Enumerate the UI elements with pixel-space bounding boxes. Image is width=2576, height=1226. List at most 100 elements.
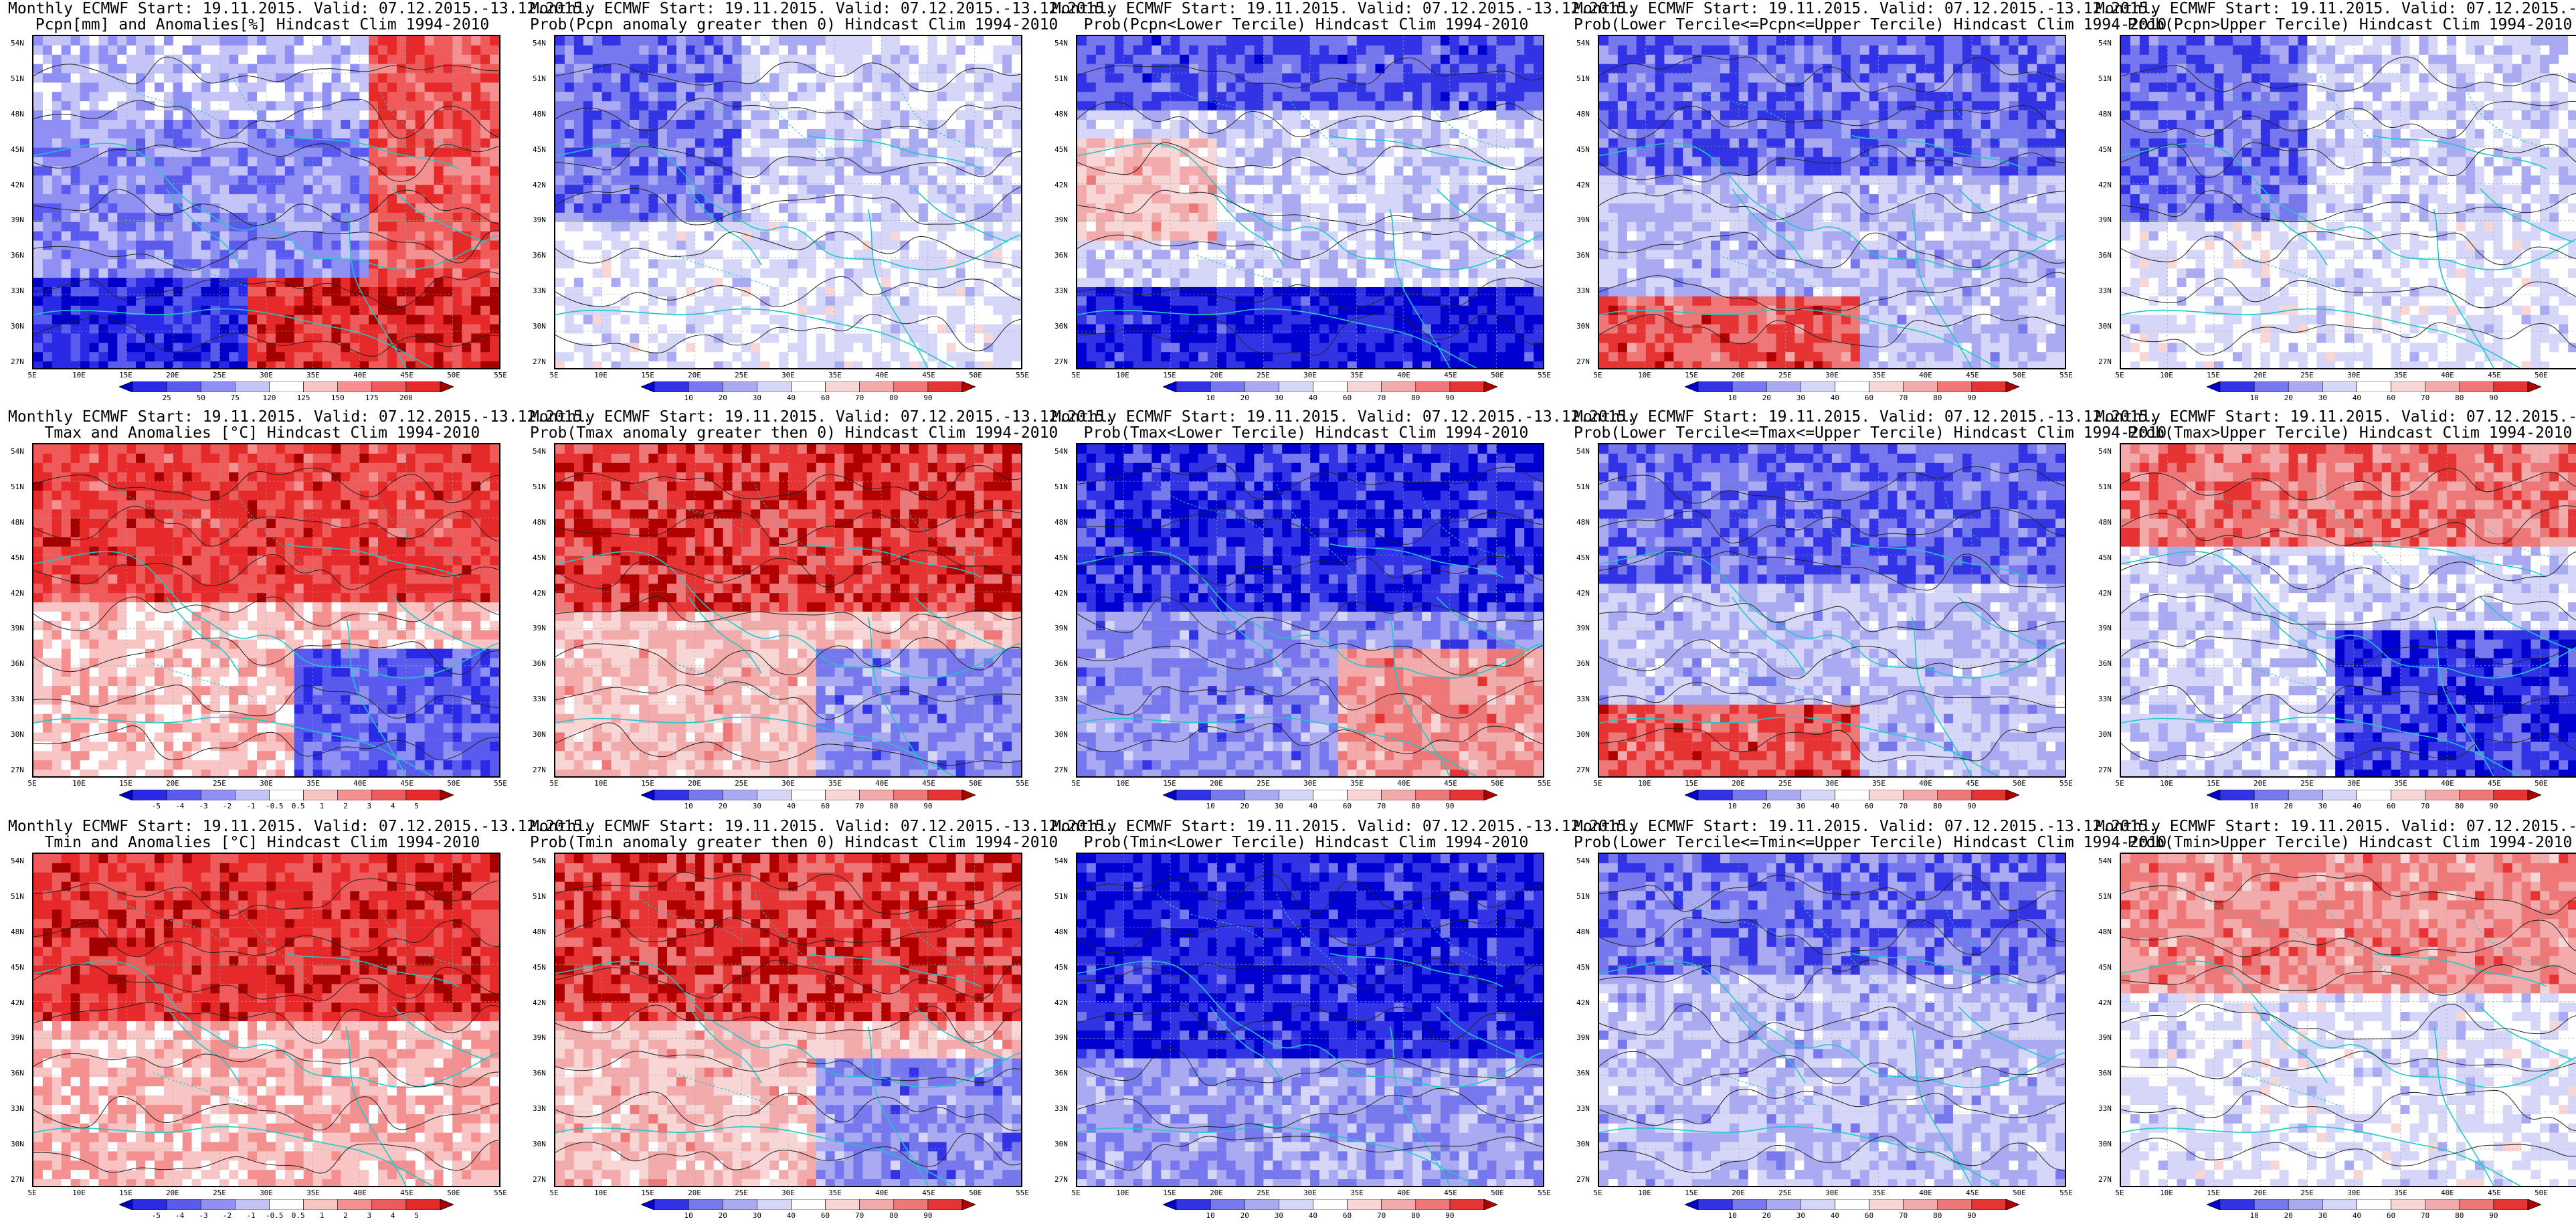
panel-clim-title: Hindcast Clim 1994-2010 (845, 834, 1059, 851)
latitude-tick-label: 33N (1576, 286, 1590, 295)
latitude-tick-label: 48N (533, 928, 546, 936)
colorbar-label: 2 (343, 802, 348, 810)
longitude-tick-label: 50E (1491, 1189, 1504, 1197)
colorbar-label: 20 (1762, 393, 1771, 402)
longitude-tick-label: 40E (1919, 1189, 1932, 1197)
latitude-tick-label: 54N (1576, 857, 1590, 865)
colorbar-label: 60 (2387, 1211, 2395, 1220)
colorbar-label: -4 (175, 1211, 184, 1220)
longitude-tick-label: 10E (594, 371, 608, 379)
longitude-tick-label: 5E (549, 1189, 558, 1197)
colorbar-label: 20 (2284, 802, 2293, 810)
colorbar-label: 50 (197, 393, 205, 402)
colorbar-label: 30 (753, 802, 761, 810)
colorbar-graphic (1685, 381, 2019, 392)
latitude-tick-label: 45N (2098, 963, 2112, 972)
forecast-map (1598, 853, 2066, 1187)
latitude-tick-label: 30N (1054, 730, 1068, 739)
panel-title-line2: Pcpn[mm] and Anomalies[%] Hindcast Clim … (8, 16, 517, 33)
longitude-tick-label: 25E (213, 779, 226, 788)
latitude-tick-label: 33N (533, 695, 546, 703)
latitude-tick-label: 27N (1054, 357, 1068, 366)
longitude-tick-label: 25E (1257, 371, 1270, 379)
latitude-tick-label: 36N (2098, 659, 2112, 668)
colorbar-label: -1 (246, 1211, 255, 1220)
longitude-tick-label: 5E (1593, 371, 1602, 379)
latitude-tick-label: 42N (533, 181, 546, 189)
latitude-tick-label: 42N (1054, 589, 1068, 598)
panel-title-line1: Monthly ECMWF Start: 19.11.2015. Valid: … (1052, 0, 1560, 17)
forecast-panel: Monthly ECMWF Start: 19.11.2015. Valid: … (530, 0, 1038, 408)
panel-title-line1: Monthly ECMWF Start: 19.11.2015. Valid: … (1052, 408, 1560, 426)
longitude-tick-label: 50E (969, 1189, 982, 1197)
latitude-tick-label: 30N (533, 322, 546, 331)
forecast-map (1076, 35, 1544, 369)
colorbar-label: 30 (753, 1211, 761, 1220)
colorbar-label: -2 (223, 1211, 232, 1220)
colorbar-graphic (119, 1199, 454, 1210)
longitude-tick-label: 55E (1016, 779, 1029, 788)
colorbar-label: 20 (1762, 802, 1771, 810)
colorbar-label: 40 (787, 393, 796, 402)
colorbar-label: 80 (2455, 393, 2464, 402)
latitude-tick-label: 30N (1576, 730, 1590, 739)
latitude-tick-label: 48N (11, 518, 24, 527)
colorbar-label: 70 (1899, 802, 1908, 810)
colorbar-label: 1 (320, 1211, 325, 1220)
colorbar-label: 40 (2353, 802, 2361, 810)
latitude-tick-label: 27N (11, 357, 24, 366)
colorbar-label: 80 (889, 393, 898, 402)
latitude-tick-label: 54N (11, 39, 24, 48)
colorbar-graphic (1163, 1199, 1497, 1210)
colorbar-label: 60 (1865, 1211, 1873, 1220)
forecast-map (1076, 853, 1544, 1187)
colorbar-label: 30 (1797, 802, 1805, 810)
longitude-tick-label: 10E (1116, 371, 1129, 379)
longitude-tick-label: 10E (2160, 1189, 2173, 1197)
longitude-tick-label: 50E (2535, 371, 2548, 379)
latitude-tick-label: 54N (533, 857, 546, 865)
colorbar-label: 70 (1899, 393, 1908, 402)
latitude-tick-label: 42N (11, 998, 24, 1007)
latitude-tick-label: 48N (1054, 110, 1068, 118)
longitude-tick-label: 50E (2013, 1189, 2026, 1197)
colorbar-label: 90 (2489, 802, 2498, 810)
colorbar-graphic (641, 1199, 976, 1210)
colorbar-label: 70 (1377, 1211, 1386, 1220)
colorbar-label: 30 (2318, 1211, 2327, 1220)
longitude-tick-label: 10E (2160, 779, 2173, 788)
colorbar-label: 70 (1899, 1211, 1908, 1220)
colorbar-label: 40 (2353, 1211, 2361, 1220)
colorbar-label: 125 (297, 393, 310, 402)
longitude-tick-label: 55E (2059, 779, 2073, 788)
colorbar-label: 4 (391, 802, 395, 810)
longitude-tick-label: 35E (1872, 371, 1885, 379)
longitude-tick-label: 15E (119, 371, 132, 379)
latitude-tick-label: 48N (1576, 518, 1590, 527)
colorbar-label: 150 (331, 393, 345, 402)
longitude-tick-label: 35E (306, 1189, 320, 1197)
latitude-tick-label: 51N (11, 483, 24, 491)
latitude-tick-label: 27N (533, 1175, 546, 1184)
longitude-tick-label: 30E (260, 1189, 273, 1197)
anomaly-field (555, 854, 1021, 1186)
latitude-tick-label: 45N (1054, 145, 1068, 154)
latitude-tick-label: 39N (1054, 624, 1068, 632)
map-graphic (2121, 444, 2576, 776)
latitude-tick-label: 45N (533, 553, 546, 562)
longitude-tick-label: 20E (2253, 1189, 2267, 1197)
latitude-tick-label: 36N (11, 1069, 24, 1077)
anomaly-field (33, 854, 499, 1186)
longitude-tick-label: 10E (1116, 779, 1129, 788)
longitude-tick-label: 35E (2394, 371, 2407, 379)
latitude-tick-label: 30N (1054, 1140, 1068, 1148)
latitude-tick-label: 36N (11, 251, 24, 260)
forecast-map (32, 35, 500, 369)
longitude-tick-label: 45E (2488, 779, 2501, 788)
colorbar-graphic (119, 381, 454, 392)
longitude-tick-label: 15E (1163, 1189, 1176, 1197)
longitude-tick-label: 40E (1919, 371, 1932, 379)
colorbar-label: 40 (1309, 802, 1317, 810)
longitude-tick-label: 20E (688, 779, 701, 788)
panel-clim-title: Hindcast Clim 1994-2010 (845, 16, 1059, 33)
